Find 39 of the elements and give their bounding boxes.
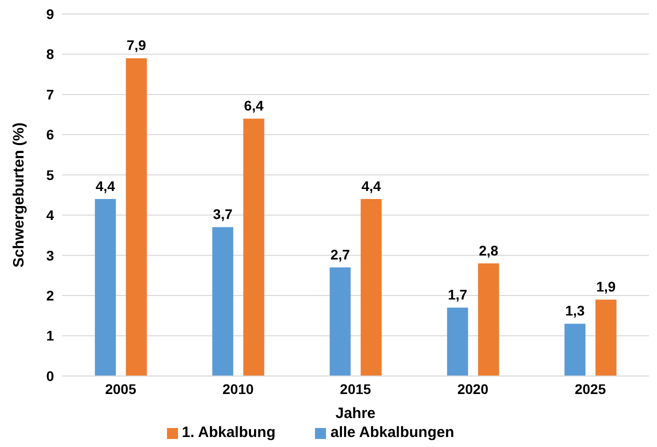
bar <box>595 300 616 376</box>
y-tick-label: 9 <box>46 6 54 22</box>
x-tick-label: 2010 <box>222 380 254 397</box>
x-tick-label: 2025 <box>574 380 606 397</box>
legend-label: alle Abkalbungen <box>330 424 454 441</box>
bar <box>126 58 147 376</box>
bar <box>478 263 500 376</box>
bar <box>212 227 234 376</box>
y-axis-title: Schwergeburten (%) <box>10 122 28 268</box>
y-tick-label: 7 <box>46 86 54 102</box>
x-tick-label: 2020 <box>457 380 489 397</box>
data-label: 2,7 <box>330 246 350 262</box>
legend-label: 1. Abkalbung <box>182 424 276 441</box>
bar <box>94 199 116 376</box>
x-tick-label: 2005 <box>105 380 136 397</box>
bar <box>243 118 264 376</box>
y-tick-label: 2 <box>46 288 54 304</box>
data-label: 4,4 <box>361 178 382 194</box>
y-tick-label: 5 <box>46 166 54 183</box>
data-label: 1,7 <box>448 286 468 303</box>
x-axis-title: Jahre <box>335 405 376 422</box>
data-label: 7,9 <box>126 37 146 54</box>
data-label: 1,9 <box>596 278 616 295</box>
bar <box>447 308 468 376</box>
data-label: 6,4 <box>244 98 264 114</box>
bar <box>330 267 351 376</box>
y-tick-label: 6 <box>46 126 54 143</box>
y-tick-label: 0 <box>46 368 54 384</box>
data-label: 3,7 <box>213 206 233 222</box>
y-tick-label: 4 <box>46 207 54 224</box>
data-label: 1,3 <box>565 302 585 319</box>
y-tick-label: 1 <box>46 328 54 344</box>
data-label: 2,8 <box>478 242 499 258</box>
bar <box>564 324 586 376</box>
x-tick-label: 2015 <box>340 380 372 397</box>
y-tick-label: 3 <box>46 247 54 264</box>
data-label: 4,4 <box>96 178 116 194</box>
bar <box>360 199 382 376</box>
y-tick-label: 8 <box>46 46 54 62</box>
